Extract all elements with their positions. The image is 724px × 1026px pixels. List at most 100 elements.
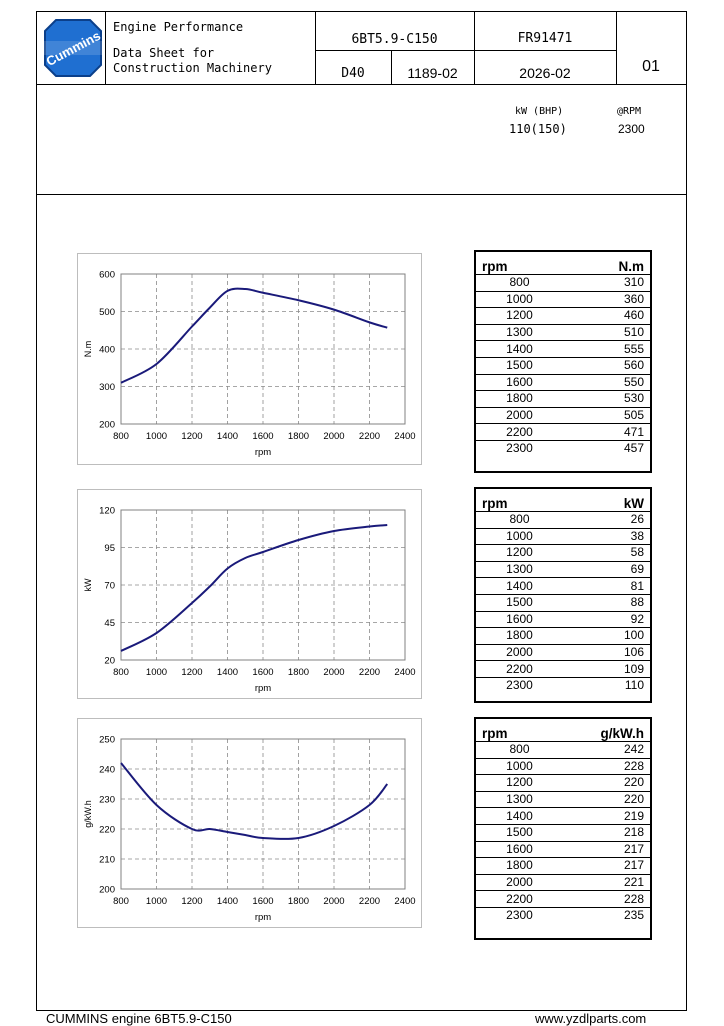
torque-table: rpm N.m 800 310 1000 360 1200 460 1300 510 1400 5…	[474, 250, 652, 473]
y-axis-label: N.m	[83, 341, 93, 358]
x-tick-label: 1400	[217, 896, 238, 907]
table-row: 1000 38	[476, 528, 650, 546]
value-cell: 38	[563, 528, 650, 546]
col-header: rpm	[476, 252, 563, 275]
y-tick-label: 120	[99, 506, 115, 517]
table-row: 1200 220	[476, 774, 650, 792]
rpm-cell: 2200	[476, 660, 563, 678]
table-row: 1200 460	[476, 307, 650, 325]
ref-field: 1189-02	[407, 65, 458, 81]
table-row: 2300 110	[476, 677, 650, 693]
value-cell: 217	[563, 857, 650, 875]
value-cell: 69	[563, 561, 650, 579]
rpm-cell: 1800	[476, 390, 563, 408]
y-tick-label: 240	[99, 765, 115, 776]
value-cell: 217	[563, 841, 650, 859]
y-tick-label: 220	[99, 825, 115, 836]
rpm-cell: 2000	[476, 407, 563, 425]
x-tick-label: 1400	[217, 431, 238, 442]
x-tick-label: 1200	[181, 431, 202, 442]
divider	[391, 50, 392, 84]
rpm-cell: 1400	[476, 340, 563, 358]
y-tick-label: 250	[99, 735, 115, 746]
value-cell: 505	[563, 407, 650, 425]
table-row: 2000 505	[476, 407, 650, 425]
code-field: D40	[341, 66, 365, 81]
rpm-cell: 1200	[476, 307, 563, 325]
x-axis-label: rpm	[255, 447, 271, 458]
value-cell: 219	[563, 807, 650, 825]
x-tick-label: 1000	[146, 896, 167, 907]
table-row: 2000 221	[476, 874, 650, 892]
rpm-cell: 1400	[476, 577, 563, 595]
y-tick-label: 95	[104, 543, 115, 554]
x-tick-label: 1200	[181, 667, 202, 678]
value-cell: 235	[623, 908, 644, 923]
x-tick-label: 2000	[323, 896, 344, 907]
x-axis-label: rpm	[255, 683, 271, 694]
x-tick-label: 2200	[359, 667, 380, 678]
series-line	[120, 762, 389, 841]
y-tick-label: 70	[104, 581, 115, 592]
value-cell: 360	[563, 291, 650, 309]
fuel-table: rpm g/kW.h 800 242 1000 228 1200 220 1300 220 14…	[474, 717, 652, 940]
y-axis-label: g/kW.h	[83, 800, 93, 828]
value-cell: 550	[563, 374, 650, 392]
torque-chart-svg: 800 1000 1200 1400 1600 1800 2000 2200 2400 200 30…	[83, 270, 416, 459]
value-cell: 100	[563, 627, 650, 645]
rpm-cell: 2200	[476, 423, 563, 441]
cummins-logo: Cummins	[42, 17, 104, 79]
rpm-cell: 2300	[506, 908, 533, 923]
plot-area	[120, 509, 406, 661]
table-row: 1800 530	[476, 390, 650, 408]
table-row: 1300 69	[476, 561, 650, 579]
value-cell: 221	[563, 874, 650, 892]
x-tick-label: 2000	[323, 667, 344, 678]
table-row: 2200 109	[476, 660, 650, 678]
divider	[616, 12, 617, 84]
value-cell: 26	[563, 511, 650, 529]
rpm-cell: 1300	[476, 324, 563, 342]
table-row: 800 242	[476, 741, 650, 759]
y-tick-label: 230	[99, 795, 115, 806]
x-tick-label: 2200	[359, 431, 380, 442]
value-cell: 58	[563, 544, 650, 562]
rpm-value: 2300	[618, 122, 645, 136]
rpm-cell: 1500	[476, 357, 563, 375]
table-row: 1500 88	[476, 594, 650, 612]
divider	[37, 84, 686, 85]
col-header: rpm	[476, 489, 563, 512]
x-tick-label: 1600	[252, 431, 273, 442]
power-chart-svg: 800 1000 1200 1400 1600 1800 2000 2200 2400 20 45 7…	[83, 506, 416, 695]
page-number: 01	[642, 58, 660, 75]
table-row: 1200 58	[476, 544, 650, 562]
x-tick-label: 800	[113, 431, 129, 442]
value-cell: 218	[563, 824, 650, 842]
value-cell: 228	[563, 890, 650, 908]
rpm-cell: 1400	[476, 807, 563, 825]
power-value: 110(150)	[509, 122, 567, 136]
power-label: kW (BHP)	[515, 106, 564, 117]
value-cell: 88	[563, 594, 650, 612]
torque-chart: 800 1000 1200 1400 1600 1800 2000 2200 2400 200 30…	[77, 253, 422, 465]
rpm-cell: 1600	[476, 611, 563, 629]
value-cell: 530	[563, 390, 650, 408]
date-field: 2026-02	[519, 65, 571, 81]
fuel-consumption-chart-svg: 800 1000 1200 1400 1600 1800 2000 2200 2400 200 21…	[83, 735, 416, 924]
series-line	[120, 287, 388, 384]
col-header: kW	[563, 489, 650, 512]
rpm-cell: 1200	[476, 544, 563, 562]
rpm-cell: 1300	[476, 791, 563, 809]
table-row: 1300 510	[476, 324, 650, 342]
rpm-cell: 2200	[476, 890, 563, 908]
table-row: 2200 471	[476, 423, 650, 441]
table-row: 1600 92	[476, 611, 650, 629]
value-cell: 92	[563, 611, 650, 629]
rpm-cell: 1500	[476, 594, 563, 612]
rpm-cell: 1000	[476, 291, 563, 309]
x-tick-label: 2400	[394, 667, 415, 678]
table-row: 1600 550	[476, 374, 650, 392]
doc-number: FR91471	[517, 31, 573, 46]
footer-link[interactable]: www.yzdlparts.com	[535, 1011, 647, 1026]
table-row: 1600 217	[476, 841, 650, 859]
